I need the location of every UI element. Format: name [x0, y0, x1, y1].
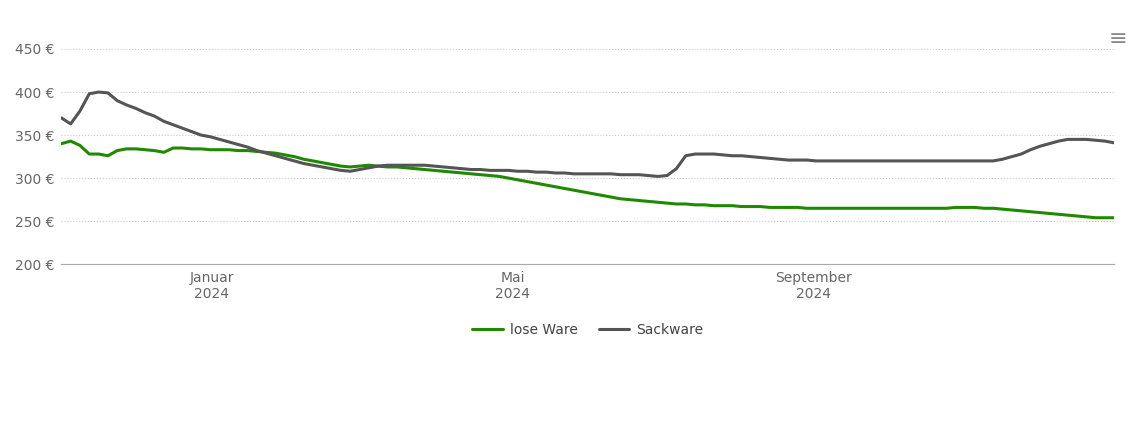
lose Ware	[55, 141, 68, 146]
Sackware	[651, 174, 665, 179]
Line: Sackware: Sackware	[62, 92, 1115, 176]
lose Ware	[64, 138, 78, 144]
Sackware	[55, 115, 68, 121]
Sackware	[91, 89, 105, 95]
Sackware	[474, 167, 488, 172]
lose Ware	[1089, 215, 1102, 220]
Sackware	[363, 165, 376, 171]
lose Ware	[1108, 215, 1122, 220]
Line: lose Ware: lose Ware	[62, 141, 1115, 218]
Sackware	[1108, 140, 1122, 145]
lose Ware	[363, 163, 376, 168]
Sackware	[352, 167, 366, 172]
Sackware	[185, 129, 198, 134]
lose Ware	[352, 164, 366, 169]
Sackware	[874, 158, 888, 164]
lose Ware	[185, 146, 198, 151]
lose Ware	[474, 172, 488, 178]
lose Ware	[865, 206, 879, 211]
Text: ≡: ≡	[1108, 29, 1127, 49]
lose Ware	[744, 204, 758, 209]
Sackware	[754, 155, 767, 160]
Legend: lose Ware, Sackware: lose Ware, Sackware	[467, 317, 709, 342]
